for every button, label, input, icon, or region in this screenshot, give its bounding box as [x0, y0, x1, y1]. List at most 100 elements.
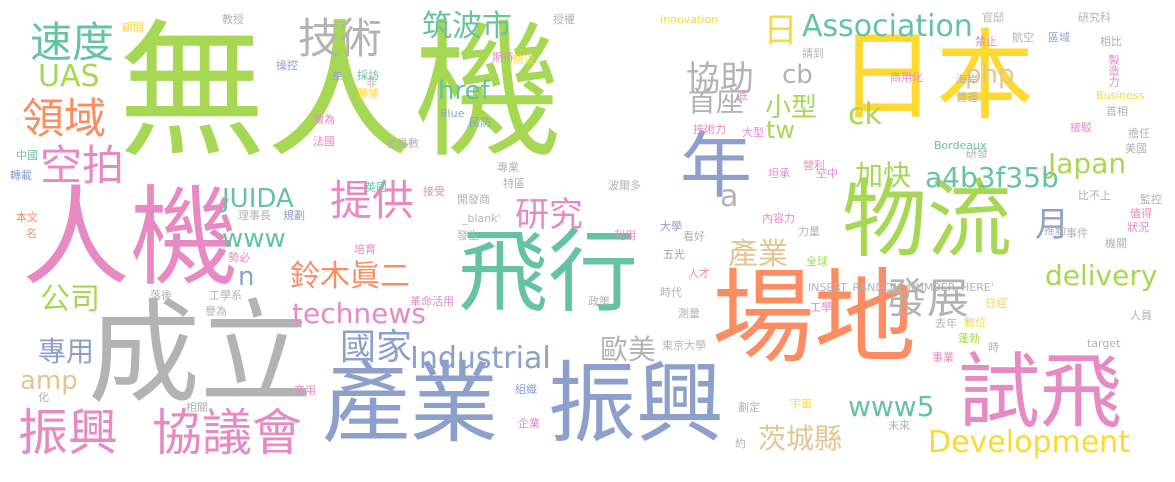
cloud-word: 首相 [1106, 105, 1128, 118]
cloud-word: 會員數 [386, 137, 419, 150]
cloud-word: 成立 [88, 289, 312, 419]
cloud-word: 顧問 [122, 21, 144, 34]
cloud-word: 利用 [614, 229, 636, 242]
cloud-word: 早 [332, 71, 343, 84]
cloud-word: 約 [735, 437, 746, 450]
cloud-word: target [1087, 337, 1121, 350]
cloud-word: 化 [38, 391, 49, 404]
cloud-word: 人機 [22, 176, 239, 301]
cloud-word: 領域 [22, 94, 107, 143]
cloud-word: 提供 [330, 176, 415, 225]
cloud-word: 鈴木眞二 [290, 259, 410, 294]
cloud-word: cb [782, 60, 813, 90]
cloud-word: 協議會 [152, 404, 302, 462]
cloud-word: 小型 [765, 93, 818, 123]
cloud-word: 禁止 [975, 35, 997, 48]
cloud-word: delivery [1045, 259, 1158, 292]
cloud-word: 工學系 [209, 289, 242, 302]
cloud-word: 商用化 [890, 71, 923, 84]
cloud-word: www5 [848, 390, 935, 423]
cloud-word: 技術 [298, 14, 383, 63]
cloud-word: 防災 [513, 53, 535, 66]
cloud-word: 日 [757, 12, 797, 46]
cloud-word: 物流 [842, 171, 1013, 270]
cloud-word: 做為 [313, 113, 335, 126]
cloud-word: ck [848, 97, 882, 132]
cloud-word: 底 [737, 89, 748, 102]
cloud-word: 營利 [803, 159, 825, 172]
cloud-word: 時 [988, 341, 999, 354]
cloud-word: 教授 [222, 13, 244, 26]
cloud-word: 特區 [503, 177, 525, 190]
cloud-word: 機關 [1105, 237, 1127, 250]
cloud-word: 相關 [186, 401, 208, 414]
cloud-word: Industrial [410, 341, 551, 376]
cloud-word: 企業 [518, 417, 540, 430]
cloud-word: Japan [1048, 147, 1127, 180]
cloud-word: 非 [366, 76, 377, 89]
cloud-word: 落後 [150, 289, 172, 302]
cloud-word: 工學 [810, 301, 832, 314]
cloud-word: 規劃 [283, 209, 305, 222]
cloud-word: 民防 [469, 116, 491, 129]
cloud-word: 接受 [423, 185, 445, 198]
cloud-word: 空拍 [40, 141, 125, 190]
cloud-word: 研究科 [1078, 11, 1111, 24]
cloud-word: 場地 [712, 259, 916, 378]
cloud-word: 技術力 [693, 123, 726, 136]
cloud-word: 無人機 [118, 6, 562, 178]
cloud-word: 筑波市 [422, 9, 512, 44]
cloud-word: 波爾多 [608, 179, 641, 192]
cloud-word: 茨城縣 [758, 422, 843, 455]
cloud-word: php [965, 60, 1015, 90]
cloud-word: 期待 [492, 51, 514, 64]
cloud-word: 美國 [1125, 142, 1147, 155]
cloud-word: 專用 [38, 335, 95, 368]
cloud-word: 比不上 [1078, 189, 1111, 202]
cloud-word: 國家 [340, 327, 413, 368]
cloud-word: a4b3f35b [925, 161, 1059, 194]
cloud-word: 理事長 [238, 209, 271, 222]
cloud-word: 全球 [806, 255, 828, 268]
cloud-word: 推動 [1044, 224, 1066, 237]
cloud-word: 營運 [956, 91, 978, 104]
cloud-word: Business [1096, 89, 1145, 102]
cloud-word: 人才 [688, 267, 710, 280]
cloud-word: 歐美 [600, 333, 657, 366]
cloud-word: 大型 [742, 126, 764, 139]
cloud-word: 試飛 [958, 345, 1123, 440]
cloud-word: 坦承 [768, 167, 790, 180]
cloud-word: 相比 [1100, 35, 1122, 48]
cloud-word: 月 [1035, 205, 1069, 245]
cloud-word: 區域 [1048, 31, 1070, 44]
cloud-word: 官邸 [982, 11, 1004, 24]
cloud-word: www [222, 224, 286, 254]
cloud-word: 產業 [322, 352, 499, 455]
cloud-word: 產業 [728, 237, 788, 272]
cloud-word: 操控 [276, 59, 298, 72]
cloud-word: 日本 [838, 20, 1035, 134]
cloud-word: Bordeaux [934, 139, 987, 152]
cloud-word: Development [928, 425, 1130, 460]
cloud-word: 開發商 [457, 193, 490, 206]
cloud-word: 數位 [964, 316, 986, 329]
cloud-word: 中國 [16, 149, 38, 162]
cloud-word: 協助 [686, 59, 754, 99]
cloud-word: technews [292, 297, 426, 330]
cloud-word: 東京大學 [662, 339, 706, 352]
cloud-word: 研發 [966, 147, 988, 160]
cloud-word: 值得 [1130, 207, 1152, 220]
cloud-word: amp [20, 366, 78, 396]
cloud-word: 年 [680, 124, 753, 208]
cloud-word: 公司 [40, 282, 100, 317]
cloud-word: 本文 [16, 211, 38, 224]
cloud-word: 去年 [935, 317, 957, 330]
cloud-word: 接駁 [1070, 121, 1092, 134]
cloud-word: 時代 [660, 286, 682, 299]
cloud-word: 英國 [365, 181, 387, 194]
cloud-word: 日經 [985, 297, 1007, 310]
cloud-word: 振興 [548, 352, 725, 455]
cloud-word: 未來 [888, 419, 910, 432]
cloud-word: 擔任 [1128, 127, 1150, 140]
